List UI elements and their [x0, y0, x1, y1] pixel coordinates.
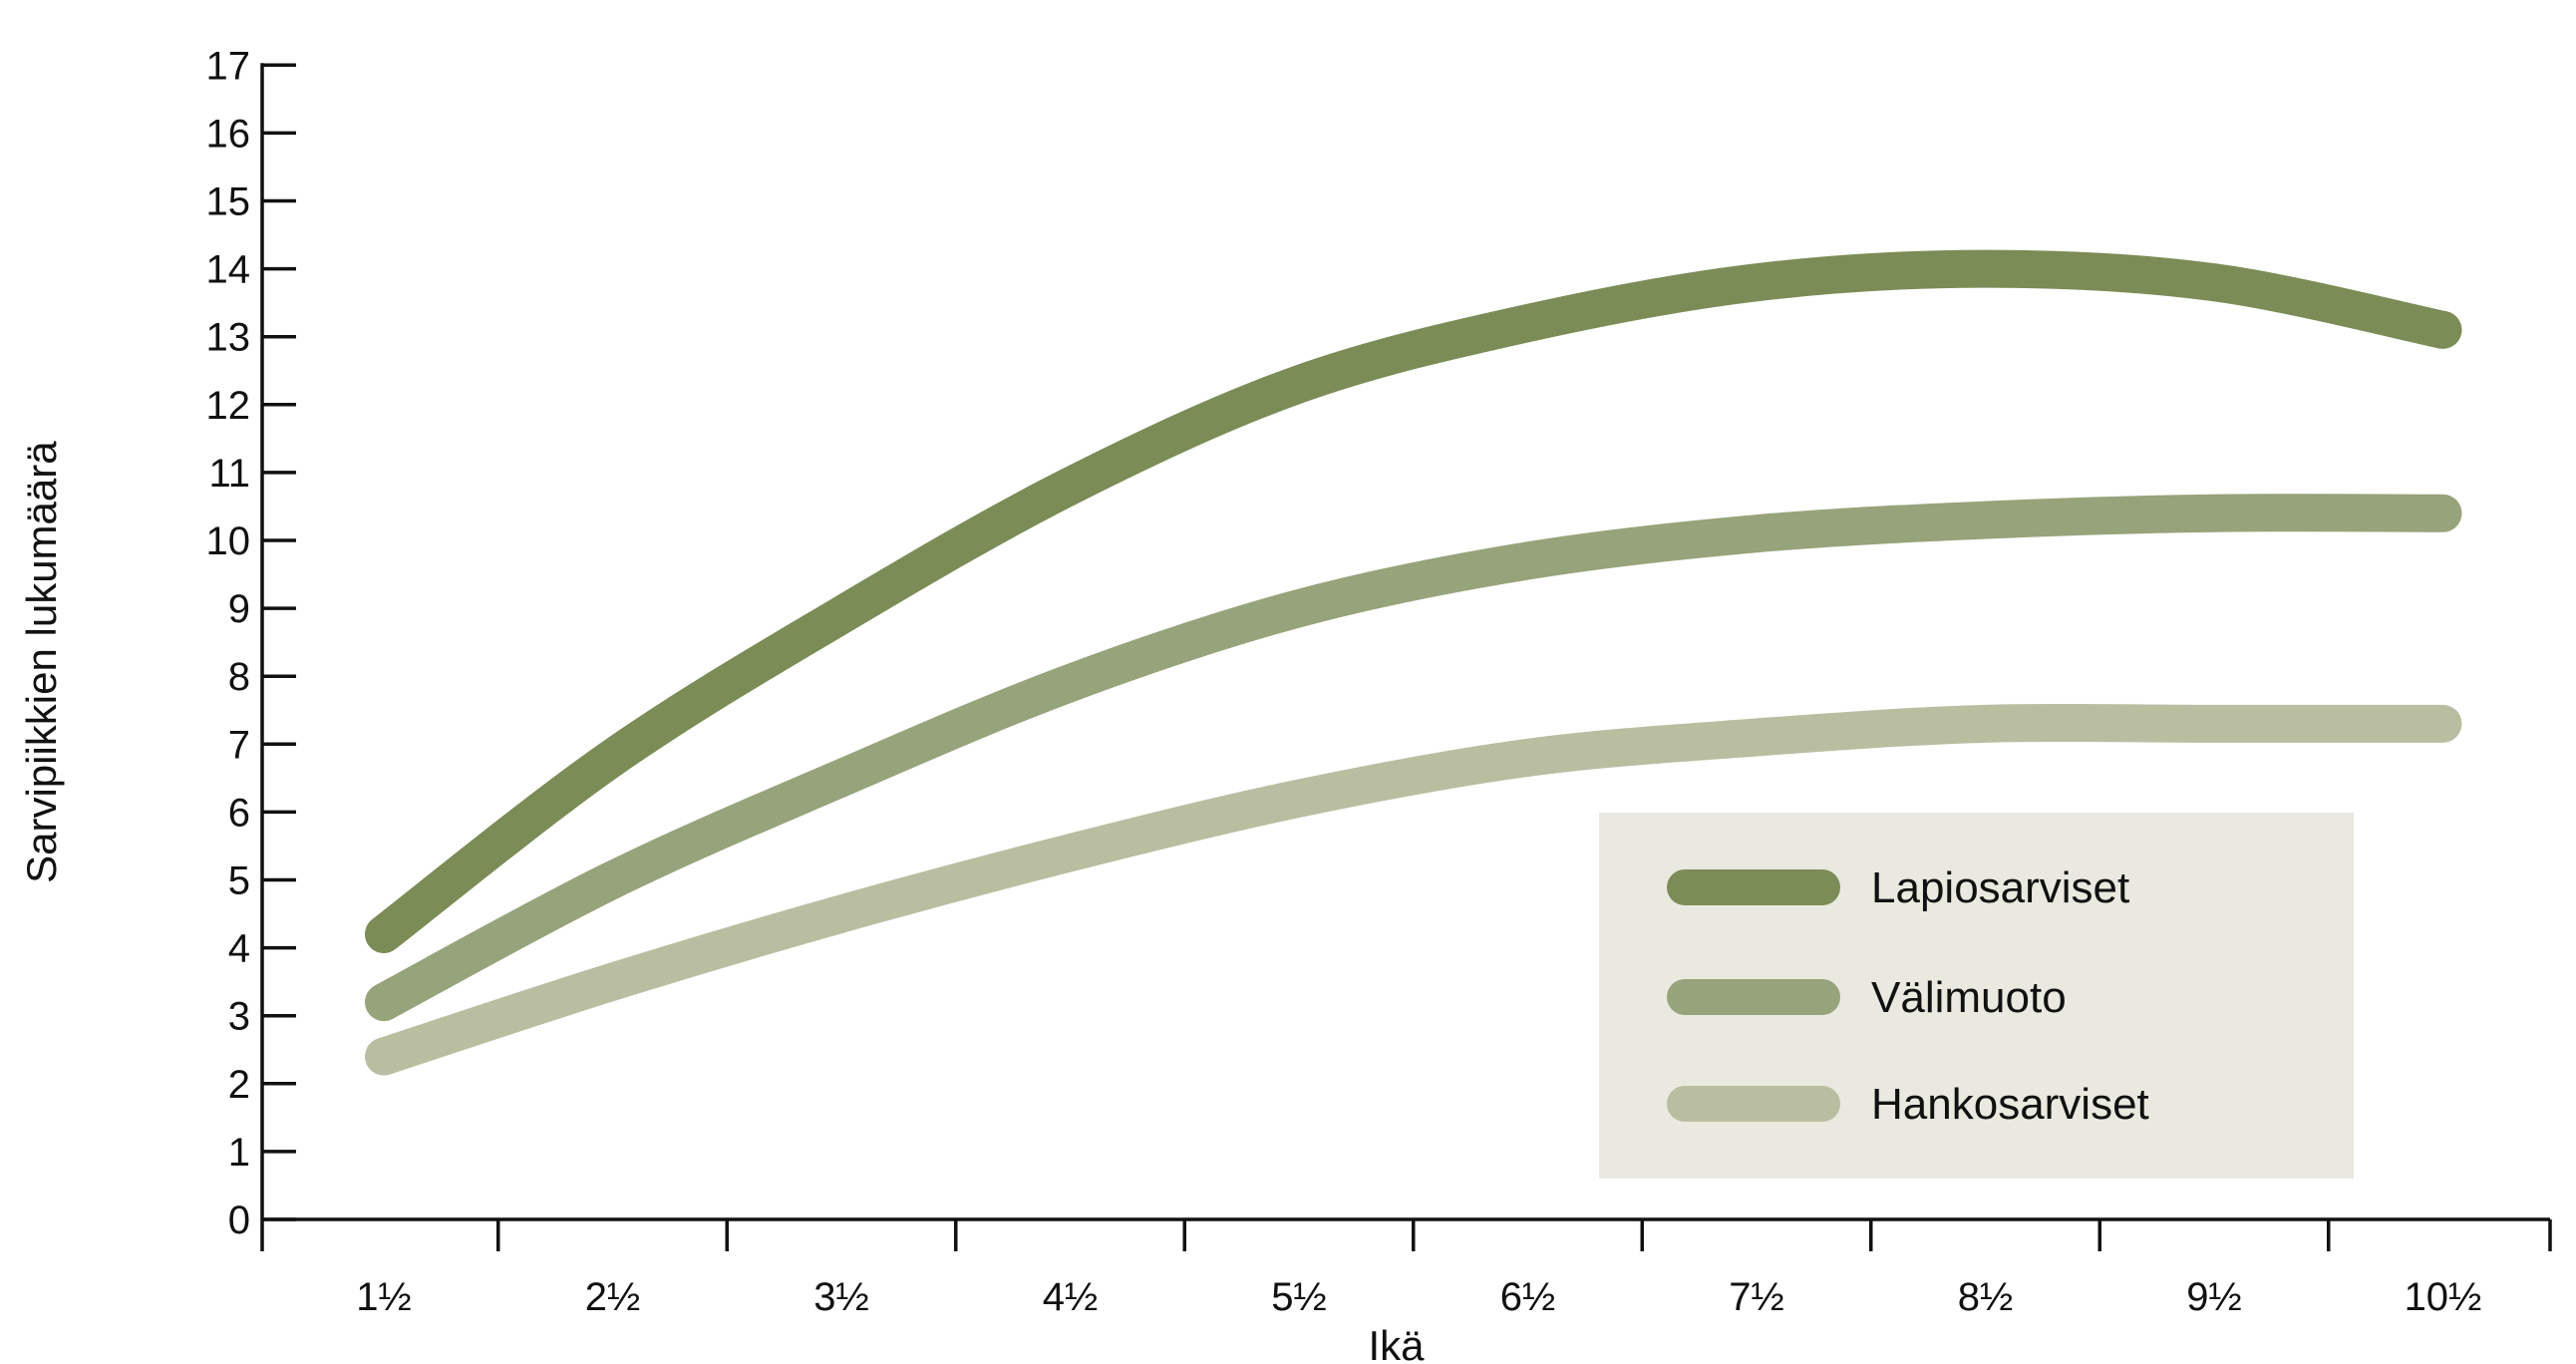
y-tick-label: 7 [228, 723, 250, 767]
x-tick-label: 6½ [1500, 1275, 1556, 1319]
y-tick-label: 16 [206, 112, 251, 156]
x-tick-label: 2½ [585, 1275, 641, 1319]
series-line-1 [365, 494, 2462, 1022]
y-tick-label: 9 [228, 587, 250, 631]
legend-label: Välimuoto [1871, 973, 2067, 1022]
x-tick-label: 1½ [356, 1275, 412, 1319]
legend-label: Hankosarviset [1871, 1080, 2149, 1129]
y-tick-label: 0 [228, 1198, 250, 1242]
x-tick-label: 3½ [813, 1275, 869, 1319]
y-tick-label: 12 [206, 384, 251, 428]
y-tick-label: 4 [228, 927, 250, 971]
y-tick-label: 11 [208, 452, 250, 496]
x-axis-title: Ikä [1368, 1322, 1425, 1364]
x-tick-label: 5½ [1271, 1275, 1327, 1319]
legend: Lapiosarviset Välimuoto Hankosarviset [1599, 813, 2354, 1179]
y-tick-label: 15 [206, 180, 251, 224]
y-tick-label: 13 [206, 316, 251, 360]
y-axis-title: Sarvipiikkien lukumäärä [18, 441, 65, 883]
y-tick-label: 1 [228, 1131, 250, 1175]
y-tick-label: 17 [206, 44, 251, 88]
y-tick-label: 8 [228, 655, 250, 699]
legend-label: Lapiosarviset [1871, 863, 2129, 912]
series-lines [365, 249, 2462, 1076]
x-tick-label: 8½ [1958, 1275, 2014, 1319]
x-tick-label: 7½ [1729, 1275, 1784, 1319]
x-tick-label: 4½ [1043, 1275, 1099, 1319]
y-tick-label: 5 [228, 859, 250, 903]
x-axis: 1½ 2½ 3½ 4½ 5½ 6½ 7½ 8½ 9½ 10½ [260, 1217, 2552, 1319]
y-tick-label: 2 [228, 1063, 250, 1107]
y-tick-label: 6 [228, 791, 250, 835]
series-line-2 [365, 703, 2462, 1076]
series-line-0 [365, 249, 2462, 953]
y-tick-label: 14 [206, 248, 251, 292]
y-tick-label: 10 [206, 519, 251, 563]
x-tick-label: 9½ [2186, 1275, 2242, 1319]
y-tick-label: 3 [228, 995, 250, 1039]
x-tick-label: 10½ [2405, 1275, 2482, 1319]
